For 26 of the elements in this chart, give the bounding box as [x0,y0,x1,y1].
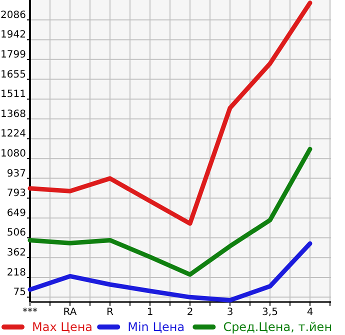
legend-label: Сред.Цена, т.йен [223,320,332,334]
y-tick-label: 1511 [0,89,26,100]
y-tick-label: 75 [13,287,26,298]
x-tick-label: RA [63,307,77,318]
y-tick-label: 1799 [0,49,26,60]
y-tick-label: 506 [6,228,26,239]
y-tick-label: 1224 [0,128,26,140]
y-tick-label: 362 [6,248,26,259]
y-tick-label: 793 [6,188,26,200]
y-tick-label: 1942 [0,30,26,41]
x-tick-label: 3 [226,307,234,318]
x-tick-label: 4 [306,307,314,318]
x-tick-label: *** [22,307,38,318]
y-tick-label: 937 [6,168,26,180]
legend-label: Max Цена [32,320,93,334]
y-tick-label: 649 [6,208,26,220]
x-tick-label: 2 [186,307,194,318]
y-tick-label: 2086 [0,10,26,21]
y-tick-label: 1080 [0,148,26,160]
y-tick-label: 1368 [0,108,26,120]
y-tick-label: 218 [6,267,26,278]
x-tick-label: 3,5 [262,307,278,318]
x-tick-label: R [106,307,114,318]
legend-label: Min Цена [128,320,185,334]
x-tick-label: 1 [146,307,154,318]
y-tick-label: 1655 [0,69,26,80]
